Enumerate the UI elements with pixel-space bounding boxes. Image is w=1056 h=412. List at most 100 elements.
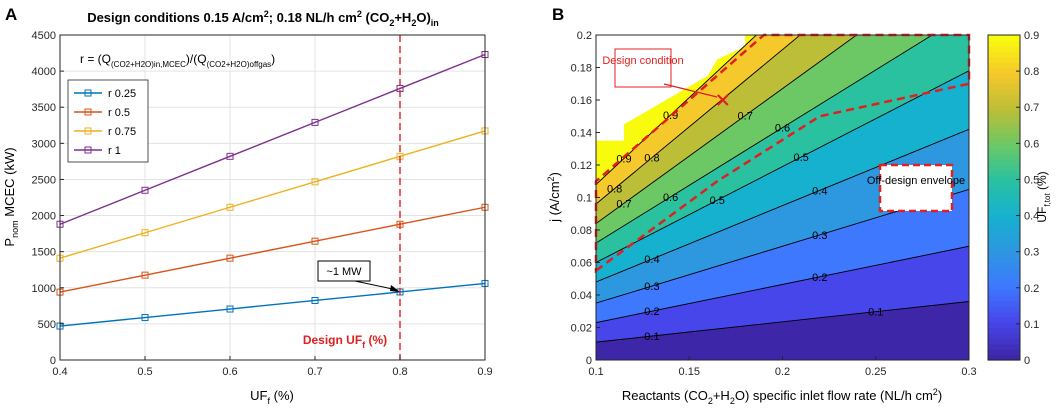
- contour-label: 0.4: [812, 185, 827, 197]
- colorbar-tick-label: 0.6: [1024, 138, 1039, 150]
- series-line-1: [59, 282, 486, 327]
- y-tick-label: 0.1: [577, 193, 592, 205]
- colorbar-step: [988, 56, 1020, 63]
- colorbar-step: [988, 165, 1020, 172]
- contour-label: 0.2: [812, 272, 827, 284]
- colorbar-step: [988, 175, 1020, 182]
- data-point: [141, 186, 149, 194]
- legend-marker: [84, 127, 92, 135]
- x-tick-label: 0.3: [961, 366, 976, 378]
- colorbar-step: [988, 278, 1020, 285]
- contour-label: 0.3: [812, 230, 827, 242]
- colorbar-label: UFf,tot (%): [1035, 171, 1052, 222]
- colorbar-step: [988, 143, 1020, 150]
- colorbar-step: [988, 219, 1020, 226]
- y-tick-label: 0: [50, 355, 56, 367]
- colorbar-step: [988, 213, 1020, 220]
- colorbar-step: [988, 181, 1020, 188]
- colorbar-step: [988, 154, 1020, 161]
- data-point: [311, 296, 319, 304]
- colorbar-step: [988, 246, 1020, 253]
- data-point: [311, 118, 319, 126]
- colorbar-step: [988, 159, 1020, 166]
- colorbar-step: [988, 197, 1020, 204]
- data-point: [311, 178, 319, 186]
- colorbar-tick-label: 0.1: [1024, 319, 1039, 331]
- y-tick-label: 0.18: [571, 63, 592, 75]
- colorbar-step: [988, 170, 1020, 177]
- legend-marker: [84, 89, 92, 97]
- contour-band: [596, 129, 969, 304]
- series-line-3: [59, 130, 486, 259]
- colorbar-tick-label: 0.2: [1024, 283, 1039, 295]
- colorbar-step: [988, 284, 1020, 291]
- colorbar-step: [988, 127, 1020, 134]
- colorbar-step: [988, 67, 1020, 74]
- colorbar-step: [988, 132, 1020, 139]
- colorbar-step: [988, 273, 1020, 280]
- x-tick-label: 0.6: [222, 366, 237, 378]
- contour-line: [596, 70, 969, 263]
- y-tick-label: 0.06: [571, 258, 592, 270]
- contour-label: 0.6: [775, 123, 790, 135]
- colorbar-step: [988, 116, 1020, 123]
- off-design-envelope-label: Off-design envelope: [867, 163, 965, 213]
- colorbar-step: [988, 51, 1020, 58]
- y-tick-label: 0.16: [571, 95, 592, 107]
- colorbar-step: [988, 354, 1020, 361]
- contour-line: [596, 35, 801, 205]
- y-tick-label: 4500: [32, 30, 56, 42]
- colorbar-step: [988, 343, 1020, 350]
- colorbar-step: [988, 89, 1020, 96]
- colorbar-step: [988, 235, 1020, 242]
- colorbar-step: [988, 110, 1020, 117]
- contour-line: [596, 35, 758, 185]
- y-tick-label: 3500: [32, 102, 56, 114]
- colorbar-step: [988, 148, 1020, 155]
- x-tick-label: 0.9: [477, 366, 492, 378]
- colorbar-step: [988, 72, 1020, 79]
- series-line-4: [59, 53, 486, 225]
- y-tick-label: 1500: [32, 247, 56, 259]
- contour-band: [596, 189, 969, 323]
- chart-a: Design conditions 0.15 A/cm2; 0.18 NL/h …: [2, 9, 493, 406]
- x-tick-label: 0.1: [588, 366, 603, 378]
- colorbar-step: [988, 186, 1020, 193]
- colorbar-step: [988, 192, 1020, 199]
- y-tick-label: 0.02: [571, 323, 592, 335]
- colorbar: 0 0.1 0.2 0.3 0.4 0.5 0.6 0.7 0.8 0.9: [987, 30, 1039, 367]
- x-tick-label: 0.5: [137, 366, 152, 378]
- contour-label: 0.7: [738, 111, 753, 123]
- design-point-marker: [717, 94, 729, 106]
- x-tick-label: 0.15: [679, 366, 700, 378]
- design-condition-text: Design condition: [602, 55, 683, 67]
- colorbar-step: [988, 224, 1020, 231]
- colorbar-tick-label: 0.7: [1024, 102, 1039, 114]
- y-tick-label: 0: [586, 355, 592, 367]
- envelope-text: Off-design envelope: [867, 175, 965, 187]
- colorbar-tick-label: 0.9: [1024, 30, 1039, 42]
- contour-line: [596, 128, 969, 283]
- colorbar-step: [988, 289, 1020, 296]
- y-tick-label: 3000: [32, 138, 56, 150]
- y-tick-label: 4000: [32, 66, 56, 78]
- legend-label: r 0.25: [108, 88, 136, 100]
- colorbar-step: [988, 322, 1020, 329]
- colorbar-step: [988, 267, 1020, 274]
- colorbar-tick-label: 0.4: [1024, 211, 1039, 223]
- design-uf-label: Design UFf (%): [303, 333, 387, 350]
- annotation-1mw: ~1 MW: [317, 260, 400, 292]
- colorbar-step: [988, 105, 1020, 112]
- colorbar-step: [988, 257, 1020, 264]
- y-axis-label-b: j (A/cm2): [546, 172, 562, 223]
- colorbar-step: [988, 327, 1020, 334]
- y-tick-label: 0.04: [571, 290, 592, 302]
- contour-line: [596, 301, 969, 343]
- data-point: [141, 314, 149, 322]
- contour-line: [596, 35, 858, 224]
- colorbar-step: [988, 300, 1020, 307]
- y-tick-label: 2000: [32, 211, 56, 223]
- contour-label: 0.6: [663, 192, 678, 204]
- legend-label: r 1: [108, 145, 121, 157]
